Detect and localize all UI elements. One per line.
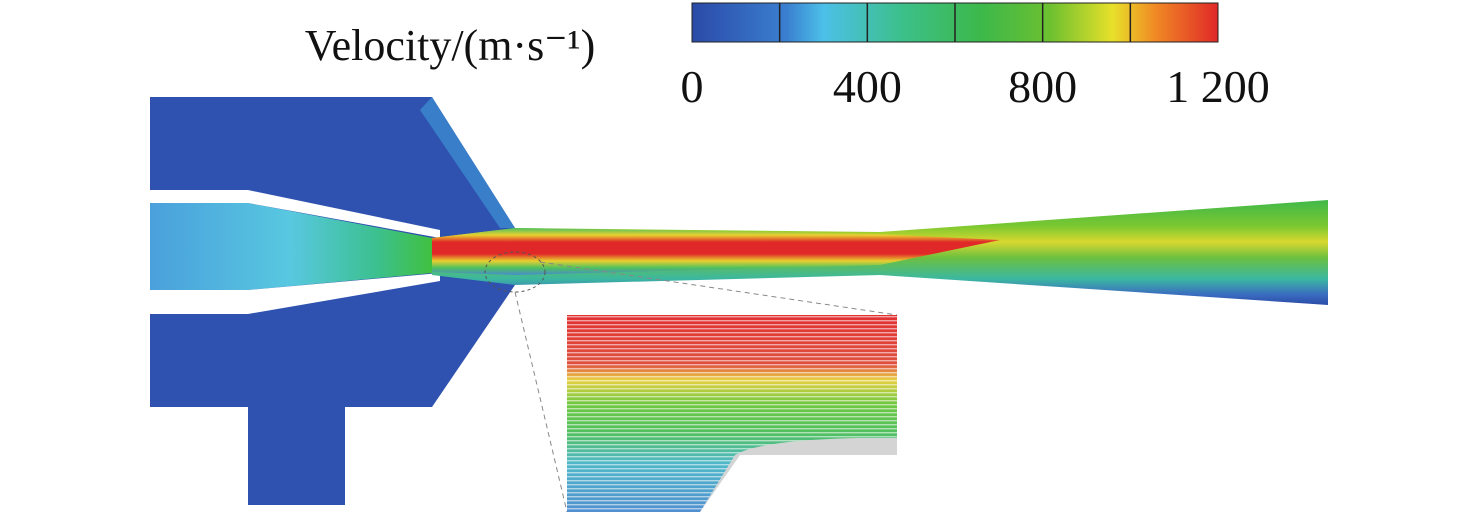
colorbar-tick-label: 800: [1008, 61, 1077, 112]
colorbar-tick-label: 0: [681, 61, 704, 112]
colorbar-tick-label: 1 200: [1166, 61, 1270, 112]
colorbar-tick-label: 400: [833, 61, 902, 112]
colorbar-title: Velocity/(m·s⁻¹): [305, 21, 596, 70]
zoom-inset: [484, 251, 898, 513]
